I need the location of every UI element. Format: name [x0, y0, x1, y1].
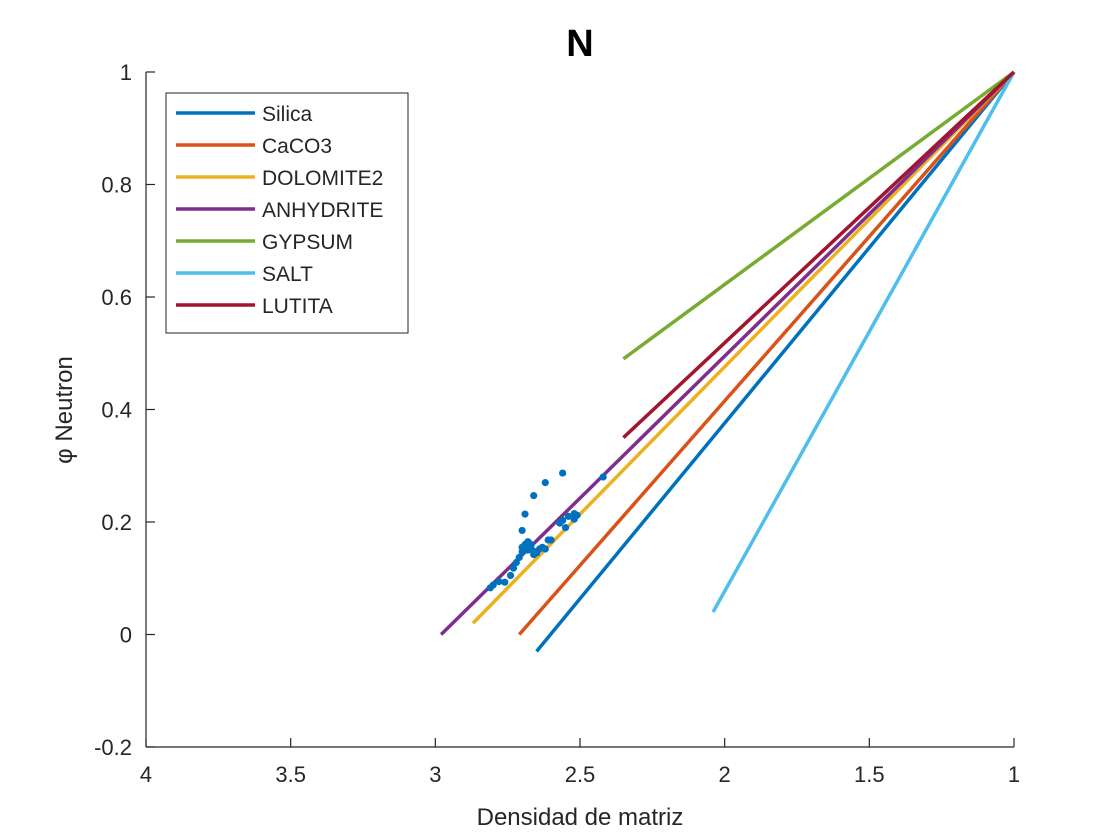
scatter-point: [541, 479, 549, 487]
legend-label-anhydrite: ANHYDRITE: [262, 199, 383, 222]
scatter-point: [599, 473, 607, 481]
scatter-point: [515, 553, 523, 562]
legend: Silica CaCO3 DOLOMITE2 ANHYDRITE GYPSUM SALT L…: [165, 92, 409, 334]
y-axis-label: φ Neutron: [51, 356, 78, 464]
scatter-point: [489, 581, 497, 589]
scatter-point: [506, 571, 515, 580]
plot-area: [439, 70, 1016, 653]
scatter-point: [521, 510, 529, 518]
series-line-anhydrite: [439, 70, 1016, 636]
y-tick-label: -0.2: [94, 735, 132, 760]
y-tick-label: 0: [120, 623, 132, 648]
series-line-gypsum: [622, 70, 1016, 361]
x-tick-label: 2: [719, 762, 731, 787]
scatter-point: [561, 524, 570, 532]
legend-label-silica: Silica: [262, 103, 313, 126]
series-line-caco3: [517, 70, 1016, 636]
chart-title: N: [566, 23, 593, 65]
series-line-salt: [711, 71, 1016, 613]
scatter-point: [547, 536, 555, 544]
legend-label-caco3: CaCO3: [262, 135, 332, 158]
scatter-point: [559, 469, 567, 477]
legend-label-dolomite2: DOLOMITE2: [262, 167, 383, 190]
scatter-point: [541, 545, 549, 553]
legend-label-lutita: LUTITA: [262, 295, 333, 318]
x-tick-label: 4: [140, 762, 152, 787]
scatter-point: [501, 578, 509, 586]
scatter-point: [527, 540, 535, 549]
y-tick-label: 1: [120, 60, 132, 85]
legend-box: [165, 92, 409, 334]
scatter-point: [530, 491, 538, 500]
scatter-point: [495, 578, 503, 586]
legend-label-salt: SALT: [262, 263, 313, 286]
series-line-silica: [535, 70, 1016, 653]
axes: 4 3.5 3 2.5 2 1.5 1 -0.2 0 0.2 0.4 0.6 0.8 1: [94, 60, 1020, 787]
y-tick-label: 0.4: [101, 398, 132, 423]
y-tick-label: 0.8: [101, 173, 132, 198]
scatter-point: [518, 526, 526, 535]
scatter-point: [564, 512, 573, 520]
x-tick-label: 3.5: [275, 762, 306, 787]
x-tick-label: 2.5: [565, 762, 596, 787]
scatter-point: [573, 511, 581, 519]
series-line-dolomite2: [471, 70, 1016, 625]
scatter-point: [559, 516, 567, 524]
scatter-point: [509, 564, 518, 572]
series-line-lutita: [622, 70, 1016, 439]
y-tick-label: 0.2: [101, 510, 132, 535]
y-tick-label: 0.6: [101, 285, 132, 310]
legend-label-gypsum: GYPSUM: [262, 231, 353, 254]
x-tick-label: 1: [1008, 762, 1020, 787]
x-tick-label: 1.5: [854, 762, 885, 787]
x-tick-label: 3: [429, 762, 441, 787]
x-axis-label: Densidad de matriz: [477, 804, 684, 831]
